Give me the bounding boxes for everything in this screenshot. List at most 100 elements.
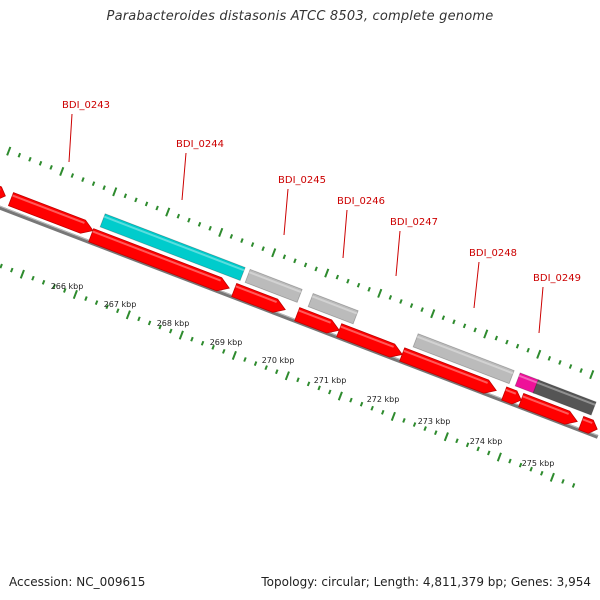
- kbp-label: 271 kbp: [314, 376, 347, 385]
- outer-tick: [441, 315, 446, 321]
- gene-label: BDI_0249: [533, 273, 581, 284]
- feature-gloss: [403, 349, 488, 384]
- inner-tick: [231, 350, 237, 360]
- inner-tick: [390, 411, 396, 421]
- outer-tick: [240, 238, 244, 243]
- inner-tick: [434, 430, 438, 436]
- outer-tick: [293, 258, 297, 264]
- feature-gloss: [12, 194, 85, 224]
- inner-tick: [284, 371, 290, 381]
- outer-tick: [17, 152, 22, 158]
- outer-tick: [303, 262, 308, 268]
- inner-tick: [402, 418, 406, 423]
- outer-tick: [399, 299, 403, 304]
- callout-leader: [342, 209, 348, 259]
- outer-tick: [81, 177, 85, 182]
- gray-feature: [412, 333, 515, 385]
- feature-gloss: [582, 418, 593, 424]
- outer-tick: [197, 221, 202, 227]
- cds-arrow: [336, 323, 403, 358]
- feature-gloss: [92, 230, 221, 282]
- cds-arrow: [501, 386, 522, 405]
- feature-gloss: [505, 388, 517, 395]
- callout-leader: [473, 261, 480, 309]
- dark-feature: [532, 379, 597, 416]
- inner-tick: [359, 401, 364, 407]
- kbp-label: 270 kbp: [262, 356, 295, 365]
- gene-features: [0, 185, 598, 434]
- kbp-label: 269 kbp: [210, 338, 243, 347]
- kbp-label: 274 kbp: [470, 437, 503, 446]
- inner-tick: [158, 324, 162, 330]
- inner-tick: [476, 446, 480, 452]
- inner-tick: [10, 267, 14, 273]
- outer-tick: [165, 207, 171, 217]
- outer-tick: [187, 217, 191, 223]
- outer-tick: [483, 329, 489, 339]
- cds-arrow: [0, 185, 6, 199]
- outer-tick: [356, 282, 361, 288]
- kbp-label: 273 kbp: [418, 417, 451, 426]
- outer-tick: [536, 349, 542, 359]
- outer-tick: [579, 368, 583, 373]
- inner-tick: [200, 340, 205, 346]
- inner-tick: [116, 308, 120, 314]
- outer-tick: [367, 286, 371, 292]
- outer-tick: [70, 173, 75, 178]
- outer-tick: [505, 339, 509, 345]
- inner-tick: [549, 472, 555, 482]
- gene-label: BDI_0248: [469, 248, 517, 259]
- feature-gloss: [536, 381, 596, 406]
- inner-tick: [41, 279, 46, 285]
- outer-tick: [547, 355, 552, 361]
- callout-leader: [68, 113, 73, 163]
- outer-tick: [526, 347, 530, 353]
- outer-tick: [462, 323, 467, 329]
- inner-tick: [571, 483, 576, 488]
- feature-gloss: [248, 271, 302, 294]
- callout-leader: [395, 230, 401, 277]
- outer-tick: [155, 205, 159, 211]
- kbp-label: 268 kbp: [157, 319, 190, 328]
- inner-tick: [19, 269, 25, 279]
- inner-tick: [0, 263, 3, 269]
- outer-tick: [49, 164, 53, 170]
- feature-gloss: [522, 395, 569, 415]
- outer-tick: [282, 254, 287, 260]
- outer-tick: [38, 160, 43, 166]
- inner-tick: [211, 344, 215, 350]
- inner-tick: [518, 462, 523, 468]
- cds-arrow: [578, 416, 598, 434]
- inner-tick: [137, 316, 141, 322]
- topology-label: Topology: circular; Length: 4,811,379 bp…: [261, 575, 591, 589]
- inner-tick: [496, 452, 502, 462]
- gene-label: BDI_0244: [176, 139, 224, 150]
- gray-feature: [307, 293, 359, 325]
- inner-tick: [540, 470, 544, 476]
- gene-label: BDI_0247: [390, 217, 438, 228]
- feature-gloss: [518, 374, 539, 384]
- inner-tick: [370, 405, 374, 411]
- inner-tick: [84, 296, 88, 301]
- inner-tick: [72, 289, 78, 300]
- kbp-label: 275 kbp: [522, 459, 555, 468]
- outer-tick: [144, 201, 149, 207]
- gray-feature: [244, 268, 303, 303]
- outer-tick: [59, 166, 65, 177]
- outer-tick: [473, 327, 477, 333]
- feature-gloss: [311, 295, 358, 315]
- kbp-label: 266 kbp: [51, 282, 84, 291]
- gene-label: BDI_0246: [337, 196, 385, 207]
- cds-arrow: [399, 347, 497, 394]
- outer-tick: [91, 181, 96, 187]
- cds-arrow: [88, 228, 230, 292]
- cds-arrow: [518, 393, 578, 425]
- inner-tick: [190, 336, 194, 342]
- outer-tick: [250, 242, 255, 248]
- outer-tick: [346, 278, 350, 284]
- tick-marks: [0, 146, 595, 488]
- backbone-line: [0, 205, 599, 439]
- inner-tick: [317, 385, 321, 391]
- gene-label: BDI_0245: [278, 175, 326, 186]
